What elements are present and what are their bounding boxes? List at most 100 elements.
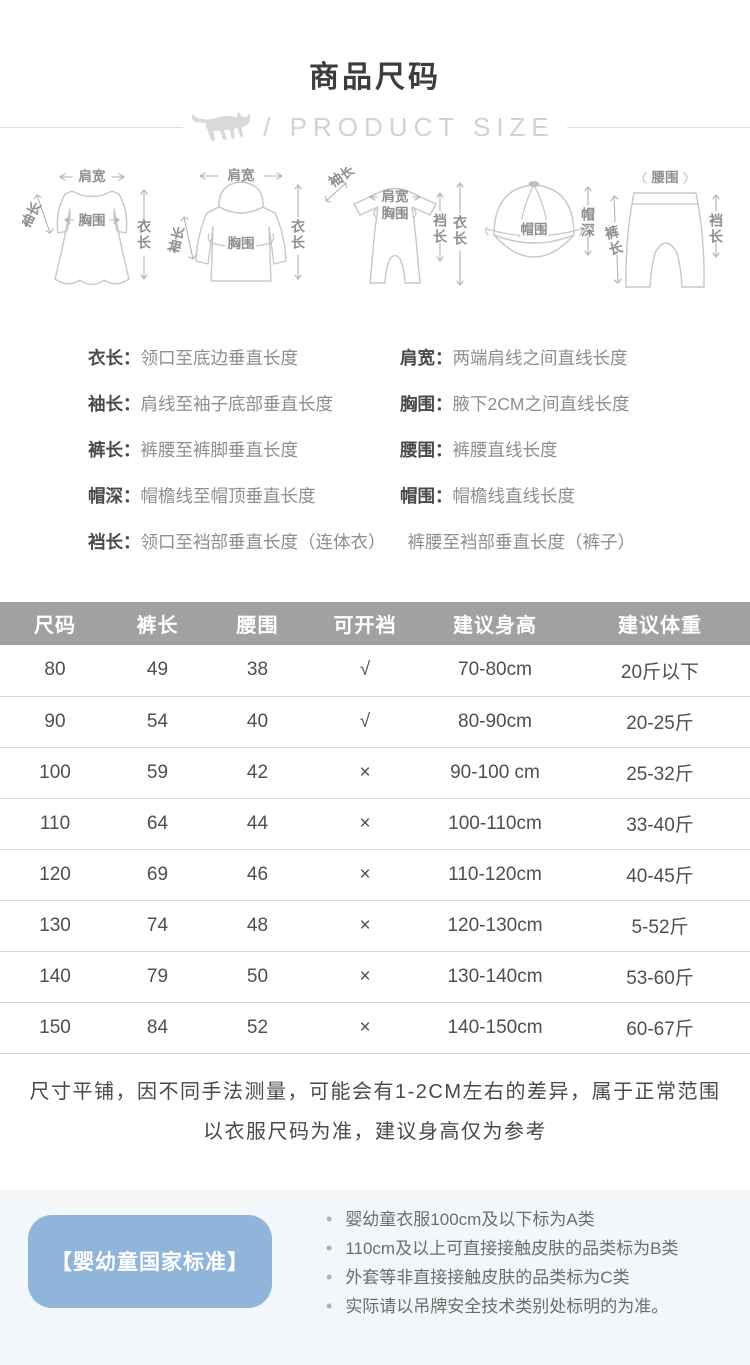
cap-diagram: 帽围 帽深	[474, 167, 600, 315]
list-item: 110cm及以上可直接接触皮肤的品类标为B类	[326, 1234, 678, 1263]
dim-label-length: 衣长	[290, 219, 306, 251]
definition-desc: 裤腰至裆部垂直长度（裤子）	[407, 532, 636, 552]
cell-pant-length: 59	[110, 747, 205, 799]
col-header-weight: 建议体重	[570, 602, 750, 645]
cell-weight: 5-52斤	[570, 900, 750, 952]
definition-desc: 肩线至袖子底部垂直长度	[140, 394, 334, 414]
subtitle-text: / PRODUCT SIZE	[263, 111, 555, 142]
dress-diagram: 肩宽 胸围 袖长 衣长	[22, 167, 162, 315]
national-standard-badge: 【婴幼童国家标准】	[28, 1214, 272, 1308]
col-header-open-crotch: 可开裆	[310, 602, 420, 645]
definition-row: 帽深：帽檐线至帽顶垂直长度 帽围：帽檐线直线长度	[88, 483, 750, 508]
dim-label-length: 衣长	[452, 215, 468, 247]
table-row: 100 59 42 × 90-100 cm 25-32斤	[0, 747, 750, 799]
cell-size: 120	[0, 849, 110, 901]
definition-term: 肩宽：	[400, 348, 453, 368]
pants-diagram: 腰围 裤长 裆长	[602, 167, 728, 315]
definition-term: 帽深：	[88, 486, 141, 506]
cell-height: 100-110cm	[420, 798, 570, 850]
definition-desc: 领口至裆部垂直长度（连体衣）	[140, 532, 386, 552]
definition-row: 衣长：领口至底边垂直长度 肩宽：两端肩线之间直线长度	[88, 345, 750, 370]
cell-weight: 33-40斤	[570, 798, 750, 850]
cell-open-crotch: ×	[310, 747, 420, 799]
cell-weight: 25-32斤	[570, 747, 750, 799]
table-row: 140 79 50 × 130-140cm 53-60斤	[0, 951, 750, 1003]
definition-row-crotch: 裆长：领口至裆部垂直长度（连体衣） 裤腰至裆部垂直长度（裤子）	[88, 529, 750, 554]
cell-waist: 50	[205, 951, 310, 1003]
cat-silhouette-icon	[191, 110, 253, 144]
measure-note: 尺寸平铺，因不同手法测量，可能会有1-2CM左右的差异，属于正常范围 以衣服尺码…	[0, 1072, 750, 1152]
dim-label-chest: 胸围	[382, 205, 409, 221]
divider-line-right	[566, 126, 750, 128]
cell-height: 140-150cm	[420, 1002, 570, 1054]
cell-size: 80	[0, 645, 110, 697]
table-row: 150 84 52 × 140-150cm 60-67斤	[0, 1002, 750, 1054]
definition-desc: 领口至底边垂直长度	[140, 348, 299, 368]
definition-desc: 两端肩线之间直线长度	[452, 348, 628, 368]
list-item: 婴幼童衣服100cm及以下标为A类	[326, 1205, 678, 1234]
cell-height: 120-130cm	[420, 900, 570, 952]
cell-height: 90-100 cm	[420, 747, 570, 799]
cell-open-crotch: ×	[310, 900, 420, 952]
cell-size: 150	[0, 1002, 110, 1054]
cell-open-crotch: ×	[310, 1002, 420, 1054]
subtitle-row: / PRODUCT SIZE	[0, 111, 750, 143]
cell-weight: 53-60斤	[570, 951, 750, 1003]
cell-pant-length: 49	[110, 645, 205, 697]
definition-desc: 腋下2CM之间直线长度	[452, 394, 630, 414]
table-row: 130 74 48 × 120-130cm 5-52斤	[0, 900, 750, 952]
cell-height: 70-80cm	[420, 645, 570, 697]
standard-bullet-list: 婴幼童衣服100cm及以下标为A类 110cm及以上可直接接触皮肤的品类标为B类…	[326, 1205, 678, 1321]
cell-pant-length: 54	[110, 696, 205, 748]
table-row: 80 49 38 √ 70-80cm 20斤以下	[0, 645, 750, 697]
size-table: 尺码 裤长 腰围 可开裆 建议身高 建议体重 80 49 38 √ 70-80cm 20斤…	[0, 602, 750, 1054]
size-table-header-row: 尺码 裤长 腰围 可开裆 建议身高 建议体重	[0, 602, 750, 645]
definition-term: 裤长：	[88, 440, 141, 460]
definition-desc: 裤腰直线长度	[452, 440, 558, 460]
cell-waist: 52	[205, 1002, 310, 1054]
dim-label-crotch: 裆长	[432, 213, 448, 245]
cell-waist: 42	[205, 747, 310, 799]
list-item: 实际请以吊牌安全技术类别处标明的为准。	[326, 1292, 678, 1321]
page-title: 商品尺码	[309, 61, 441, 94]
dim-label-depth: 帽深	[580, 207, 596, 239]
cell-size: 110	[0, 798, 110, 850]
list-item: 外套等非直接接触皮肤的品类标为C类	[326, 1263, 678, 1292]
national-standard-card: 【婴幼童国家标准】 婴幼童衣服100cm及以下标为A类 110cm及以上可直接接…	[0, 1189, 750, 1365]
definition-term: 腰围：	[400, 440, 453, 460]
cell-weight: 40-45斤	[570, 849, 750, 901]
definition-row: 裤长：裤腰至裤脚垂直长度 腰围：裤腰直线长度	[88, 437, 750, 462]
dim-label-sleeve: 袖长	[22, 199, 44, 231]
cell-height: 80-90cm	[420, 696, 570, 748]
dim-label-chest: 胸围	[79, 212, 106, 228]
measure-diagrams: 肩宽 胸围 袖长 衣长 肩宽 胸围 袖长 衣长	[0, 167, 750, 315]
cell-waist: 44	[205, 798, 310, 850]
definition-term: 帽围：	[400, 486, 453, 506]
cell-pant-length: 74	[110, 900, 205, 952]
cell-waist: 40	[205, 696, 310, 748]
note-line-1: 尺寸平铺，因不同手法测量，可能会有1-2CM左右的差异，属于正常范围	[29, 1080, 721, 1103]
dim-label-waist: 腰围	[651, 170, 679, 185]
measure-definitions: 衣长：领口至底边垂直长度 肩宽：两端肩线之间直线长度 袖长：肩线至袖子底部垂直长…	[0, 345, 750, 554]
cell-weight: 60-67斤	[570, 1002, 750, 1054]
cell-size: 100	[0, 747, 110, 799]
dim-label-crotch: 裆长	[708, 213, 724, 245]
dim-label-chest: 胸围	[228, 235, 255, 251]
definition-term: 衣长：	[88, 348, 141, 368]
cell-waist: 48	[205, 900, 310, 952]
hoodie-diagram: 肩宽 胸围 袖长 衣长	[166, 167, 316, 315]
dim-label-length: 衣长	[136, 219, 152, 251]
definition-desc: 帽檐线直线长度	[452, 486, 576, 506]
cell-weight: 20-25斤	[570, 696, 750, 748]
col-header-waist: 腰围	[205, 602, 310, 645]
definition-term: 袖长：	[88, 394, 141, 414]
cell-waist: 46	[205, 849, 310, 901]
col-header-pant-length: 裤长	[110, 602, 205, 645]
definition-desc: 帽檐线至帽顶垂直长度	[140, 486, 316, 506]
cell-open-crotch: ×	[310, 951, 420, 1003]
cell-size: 130	[0, 900, 110, 952]
cell-open-crotch: √	[310, 645, 420, 697]
dim-label-shoulder: 肩宽	[79, 168, 106, 184]
cell-height: 130-140cm	[420, 951, 570, 1003]
cell-pant-length: 84	[110, 1002, 205, 1054]
